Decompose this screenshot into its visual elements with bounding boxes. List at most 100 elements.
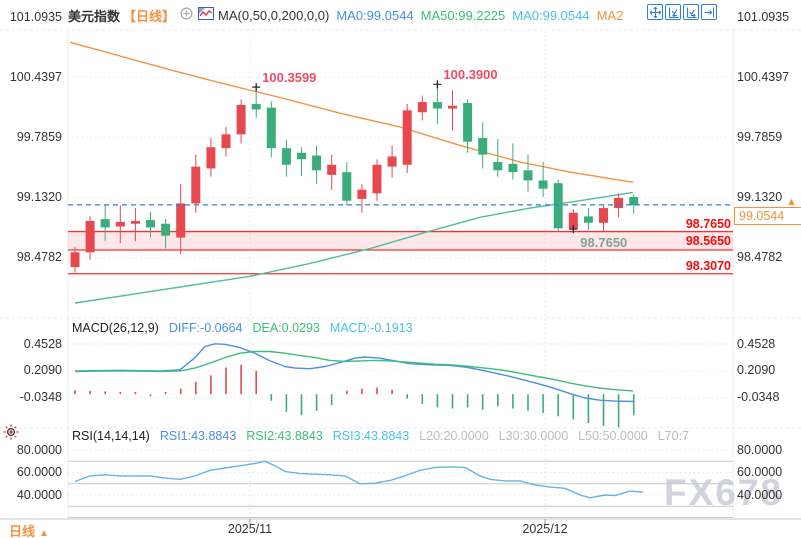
candle-body	[523, 170, 533, 181]
candle-body	[583, 216, 593, 223]
macd-pane-header: MACD(26,12,9) DIFF:-0.0664 DEA:0.0293 MA…	[72, 321, 413, 335]
pan-left-icon[interactable]	[665, 4, 681, 20]
indicator-target-icon[interactable]	[3, 424, 19, 445]
candle-body	[629, 197, 639, 206]
MA-fast-orange	[69, 41, 634, 183]
ma-settings[interactable]: MA(0,50,0,200,0,0)	[218, 7, 330, 23]
candle-body	[146, 220, 155, 228]
price-annotation: 100.3900	[443, 66, 498, 82]
rsi-line	[74, 460, 644, 499]
rsi-ytick-right: 80.0000	[737, 442, 783, 457]
extreme-marker	[433, 80, 442, 89]
level-label-98565: 98.5650	[685, 234, 731, 248]
price-annotation: 98.7650	[580, 234, 628, 250]
candle-body	[130, 220, 140, 224]
rsi-l50-label: L50:50.0000	[578, 429, 648, 443]
mini-chart-icon[interactable]	[198, 7, 215, 23]
ma0-value: MA0:99.0544	[336, 7, 414, 23]
extreme-marker	[569, 225, 578, 234]
candle-body	[236, 104, 246, 135]
main-ytick-left: 101.0935	[9, 9, 62, 24]
macd-diff-line	[74, 343, 634, 403]
symbol-title: 美元指数	[68, 8, 121, 24]
macd-params[interactable]: MACD(26,12,9)	[72, 321, 159, 335]
macd-ytick-left: 0.4528	[23, 336, 62, 351]
rsi-ytick-left: 40.0000	[16, 487, 62, 502]
candle-body	[372, 164, 382, 194]
ma50-value: MA50:99.2225	[420, 7, 506, 23]
candle-body	[402, 110, 412, 165]
main-ytick-right: 99.7859	[737, 129, 783, 144]
macd-dea-value: DEA:0.0293	[252, 321, 320, 335]
rsi-l70-label: L70:7	[657, 429, 690, 443]
macd-ytick-right: 0.4528	[737, 336, 776, 351]
candle-body	[100, 219, 110, 228]
macd-dea-line	[74, 350, 634, 392]
rsi-l30-label: L30:30.0000	[498, 429, 569, 443]
candle-body	[493, 161, 503, 171]
circle-plus-icon[interactable]	[180, 7, 193, 23]
candle-body	[206, 147, 216, 169]
macd-ytick-left: 0.2090	[23, 363, 62, 378]
rsi1-value: RSI1:43.8843	[159, 429, 237, 443]
candle-body	[599, 208, 608, 223]
candle-body	[266, 107, 276, 149]
level-label-98765: 98.7650	[685, 217, 731, 231]
rsi-pane-header: RSI(14,14,14) RSI1:43.8843 RSI2:43.8843 …	[72, 429, 689, 443]
pan-right-icon[interactable]	[683, 4, 699, 20]
candle-body	[281, 148, 291, 165]
price-annotation: 100.3599	[262, 69, 317, 85]
rsi-ytick-right: 40.0000	[737, 487, 783, 502]
macd-macd-value: MACD:-0.1913	[329, 321, 413, 335]
rsi-ytick-right: 60.0000	[737, 465, 783, 479]
rsi-ytick-left: 80.0000	[16, 442, 62, 457]
main-ytick-right: 99.1320	[737, 190, 783, 205]
candle-body	[161, 223, 171, 236]
macd-ytick-right: -0.0348	[737, 390, 780, 405]
ma0b-value: MA0:99.0544	[512, 7, 590, 23]
MA-slow-teal	[74, 191, 634, 304]
candle-body	[70, 252, 80, 268]
move-icon[interactable]	[647, 4, 663, 20]
main-ytick-right: 101.0935	[737, 9, 790, 24]
price-up-triangle-icon: ▲	[786, 196, 797, 208]
candle-body	[448, 105, 457, 109]
candle-body	[478, 138, 488, 155]
level-label-98307: 98.3070	[685, 259, 731, 273]
chart-toolbar	[647, 4, 717, 20]
main-ytick-right: 100.4397	[737, 69, 790, 84]
main-ytick-left: 99.7859	[16, 129, 62, 144]
candle-body	[508, 163, 518, 173]
candle-body	[221, 134, 231, 149]
rsi-ytick-left: 60.0000	[16, 465, 62, 479]
candle-body	[176, 203, 186, 238]
candle-body	[553, 183, 563, 229]
main-ytick-left: 100.4397	[9, 69, 62, 84]
rsi3-value: RSI3:43.8843	[332, 429, 410, 443]
rsi-params[interactable]: RSI(14,14,14)	[72, 429, 150, 443]
main-ytick-left: 98.4782	[16, 250, 62, 265]
candle-body	[568, 212, 578, 230]
macd-ytick-right: 0.2090	[737, 363, 776, 378]
extreme-marker	[252, 83, 261, 92]
candle-body	[432, 102, 442, 109]
macd-diff-value: DIFF:-0.0664	[168, 321, 243, 335]
x-axis-label-dec: 2025/12	[522, 522, 568, 536]
candle-body	[387, 156, 397, 167]
candle-body	[342, 172, 352, 201]
x-axis-label-nov: 2025/11	[227, 522, 273, 536]
bottom-timeframe-button[interactable]: 日线 ▲	[9, 521, 49, 538]
chart-header: 美元指数 【日线】 MA(0,50,0,200,0,0) MA0:99.0544…	[68, 3, 623, 27]
candle-body	[115, 221, 125, 227]
candle-body	[463, 103, 473, 142]
timeframe-selector[interactable]: 【日线】	[123, 8, 176, 24]
rsi-l20-label: L20:20.0000	[419, 429, 489, 443]
candle-body	[85, 220, 95, 253]
candle-body	[327, 164, 337, 175]
jump-latest-icon[interactable]	[701, 4, 717, 20]
support-band	[68, 231, 733, 251]
current-price-badge: 99.0544	[734, 207, 801, 225]
bottom-timeframe-label: 日线	[9, 524, 36, 538]
